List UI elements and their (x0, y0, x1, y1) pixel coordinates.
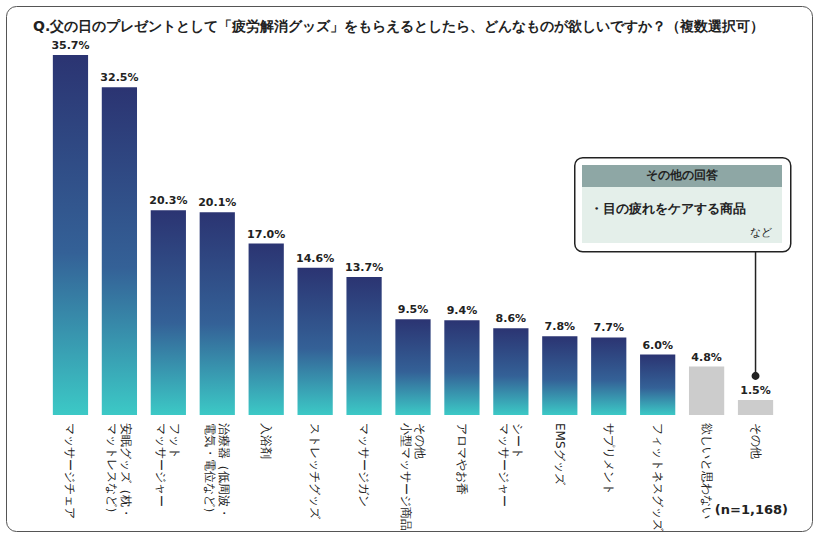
svg-text:20.1%: 20.1% (198, 196, 236, 209)
svg-text:マッサージャー: マッサージャー (154, 423, 168, 507)
svg-text:欲しいと思わない: 欲しいと思わない (700, 423, 714, 519)
svg-text:ストレッチグッズ: ストレッチグッズ (308, 423, 322, 520)
svg-text:その他の回答: その他の回答 (646, 168, 719, 182)
svg-text:その他: その他 (413, 423, 427, 459)
svg-text:サプリメント: サプリメント (602, 423, 616, 495)
svg-text:1.5%: 1.5% (740, 384, 771, 397)
svg-text:その他: その他 (749, 423, 763, 459)
svg-text:13.7%: 13.7% (345, 261, 383, 274)
svg-text:17.0%: 17.0% (247, 228, 285, 241)
svg-text:治療器（低周波・: 治療器（低周波・ (217, 423, 231, 519)
svg-text:電気・電位など）: 電気・電位など） (203, 423, 217, 519)
svg-text:入浴剤: 入浴剤 (259, 423, 273, 459)
svg-text:マッサージガン: マッサージガン (357, 423, 371, 507)
svg-text:・目の疲れをケアする商品: ・目の疲れをケアする商品 (590, 201, 746, 216)
svg-text:4.8%: 4.8% (691, 351, 722, 364)
svg-text:14.6%: 14.6% (296, 252, 334, 265)
svg-text:安眠グッズ（枕・: 安眠グッズ（枕・ (119, 423, 133, 519)
svg-text:など: など (750, 226, 772, 239)
svg-text:35.7%: 35.7% (51, 39, 89, 52)
svg-text:アロマやお香: アロマやお香 (455, 423, 469, 495)
svg-text:(n=1,168): (n=1,168) (715, 502, 788, 517)
svg-text:マッサージャー: マッサージャー (497, 423, 511, 507)
svg-text:シート: シート (511, 423, 525, 459)
svg-text:20.3%: 20.3% (149, 194, 187, 207)
svg-text:フィットネスグッズ: フィットネスグッズ (651, 423, 665, 532)
svg-text:8.6%: 8.6% (496, 312, 527, 325)
svg-text:マットレスなど）: マットレスなど） (105, 423, 119, 519)
svg-text:7.7%: 7.7% (593, 321, 624, 334)
svg-text:フット: フット (168, 423, 182, 459)
svg-text:Q.父の日のプレゼントとして「疲労解消グッズ」をもらえるとし: Q.父の日のプレゼントとして「疲労解消グッズ」をもらえるとしたら、どんなものが欲… (33, 18, 764, 34)
svg-text:9.4%: 9.4% (447, 304, 478, 317)
svg-text:EMSグッズ: EMSグッズ (553, 423, 567, 486)
svg-text:小型マッサージ商品: 小型マッサージ商品 (399, 423, 413, 531)
svg-text:7.8%: 7.8% (545, 320, 576, 333)
svg-text:6.0%: 6.0% (642, 339, 673, 352)
svg-text:マッサージチェア: マッサージチェア (63, 423, 77, 519)
svg-text:9.5%: 9.5% (398, 303, 429, 316)
svg-text:32.5%: 32.5% (100, 71, 138, 84)
